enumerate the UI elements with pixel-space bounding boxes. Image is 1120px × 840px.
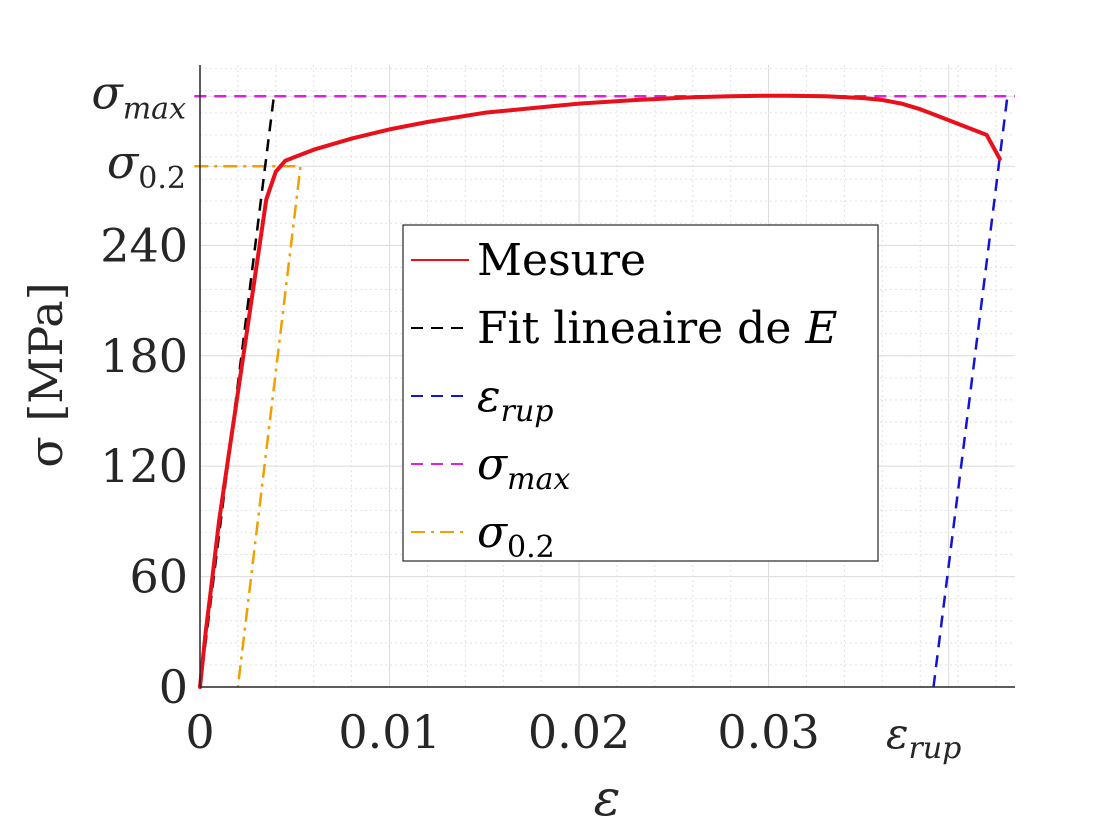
- axes: [199, 65, 1015, 688]
- y-axis-label: σ [MPa]: [19, 282, 73, 467]
- y-tick-label: 0: [159, 660, 188, 714]
- series-layer: [194, 93, 1015, 689]
- legend-label: εrup: [477, 371, 554, 429]
- y-tick-label-sigma-02: σ0.2: [107, 135, 186, 196]
- legend-label: σ0.2: [477, 507, 555, 565]
- legend-label: Fit lineaire de E: [477, 303, 837, 354]
- legend: Mesure Fit lineaire de E εrup σmax σ0.2: [402, 224, 879, 565]
- y-tick-label: 240: [100, 218, 188, 272]
- legend-label: σmax: [477, 439, 570, 497]
- x-tick-label: 0.02: [528, 705, 630, 759]
- x-axis-label: ε: [594, 769, 621, 827]
- legend-entry: Mesure: [411, 235, 646, 286]
- series-0-2: [194, 164, 302, 688]
- y-tick-label: 180: [100, 329, 188, 383]
- x-tick-label: 0.01: [338, 705, 440, 759]
- legend-label: Mesure: [477, 235, 646, 286]
- y-tick-label: 60: [129, 550, 188, 604]
- legend-entry: σ0.2: [411, 507, 555, 565]
- legend-entry: εrup: [411, 371, 554, 429]
- y-tick-label-sigma-max: σmax: [91, 65, 186, 126]
- x-tick-label: 0: [185, 705, 214, 759]
- x-tick-label-eps-rup: εrup: [886, 709, 961, 766]
- x-tick-label: 0.03: [717, 705, 819, 759]
- legend-box: [402, 224, 879, 562]
- legend-entry: Fit lineaire de E: [411, 303, 837, 354]
- y-tick-label: 120: [100, 439, 188, 493]
- legend-entry: σmax: [411, 439, 570, 497]
- axis-labels: ε σ [MPa]: [19, 282, 620, 827]
- series-mesure: [198, 93, 1002, 689]
